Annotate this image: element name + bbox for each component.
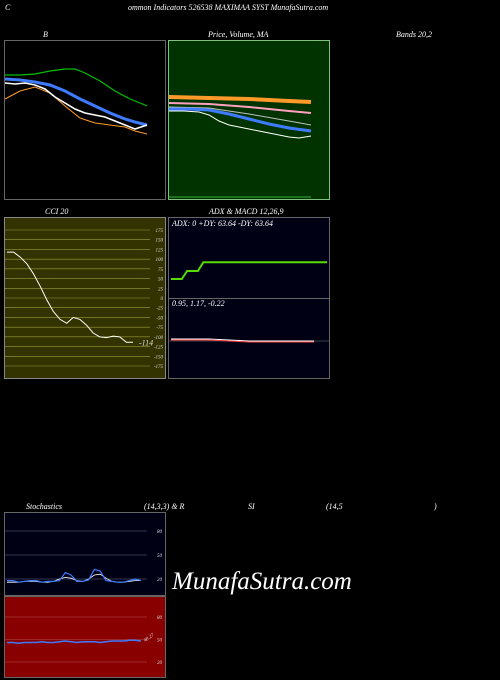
adx-panel: ADX: 0 +DY: 63.64 -DY: 63.64 — [168, 217, 330, 299]
rsi-panel: 80 50 20 48.27 — [4, 596, 166, 678]
rsi-close-paren: ) — [434, 502, 437, 511]
stoch-tick-label: 50 — [157, 554, 163, 559]
macd-panel: 0.95, 1.17, -0.22 — [168, 298, 330, 379]
cci-tick-label: -75 — [156, 326, 163, 331]
bands-plot — [5, 68, 148, 135]
rsi-tick-label: 20 — [157, 661, 163, 666]
rsi-params-label: (14,5 — [326, 502, 343, 511]
cci-value-label: -114 — [139, 338, 153, 347]
cci-tick-label: -50 — [156, 316, 163, 321]
price-ma-label: Price, Volume, MA — [208, 30, 269, 39]
cci-tick-label: -25 — [156, 307, 163, 312]
bands-panel — [4, 40, 166, 200]
macd-signal-line — [171, 339, 314, 343]
cci-tick-label: 100 — [156, 258, 164, 263]
stoch-tick-label: 20 — [157, 578, 163, 583]
stoch-plot: 80 50 20 — [5, 530, 163, 583]
cci-tick-label: -125 — [154, 346, 164, 351]
macd-readout: 0.95, 1.17, -0.22 — [172, 299, 225, 308]
cci-tick-label: 150 — [156, 239, 164, 244]
chart-title: ommon Indicators 526538 MAXIMAA SYST Mun… — [128, 3, 329, 12]
cci-tick-label: 0 — [161, 297, 164, 302]
header-c: C — [5, 3, 11, 12]
bands-lower-line — [5, 86, 148, 135]
adx-line — [171, 261, 327, 280]
watermark: MunafaSutra.com — [172, 568, 352, 595]
bands-label-b: B — [43, 30, 48, 39]
macd-plot — [169, 338, 329, 343]
cci-tick-label: 50 — [158, 278, 164, 283]
stoch-panel: 80 50 20 — [4, 512, 166, 596]
rsi-si-label: SI — [248, 502, 255, 511]
price-white-line — [169, 110, 312, 139]
price-ma-panel — [168, 40, 330, 200]
price-ma-plot — [169, 95, 312, 198]
rsi-tick-label: 80 — [157, 616, 163, 621]
cci-tick-label: -150 — [154, 355, 164, 360]
adx-readout: ADX: 0 +DY: 63.64 -DY: 63.64 — [172, 219, 274, 228]
price-line — [5, 82, 148, 130]
cci-panel: 175 150 125 100 75 50 25 0 -25 -50 -75 -100 -125 -150… — [4, 217, 166, 379]
bands-upper-line — [5, 68, 148, 107]
bands-label: Bands 20,2 — [396, 30, 432, 39]
rsi-plot: 80 50 20 48.27 — [5, 616, 163, 666]
stoch-k-line — [7, 568, 142, 583]
cci-tick-label: 75 — [158, 268, 164, 273]
ma-gray-line — [169, 106, 312, 126]
bands-middle-line — [5, 77, 148, 127]
stoch-params-label: (14,3,3) & R — [144, 502, 185, 511]
cci-tick-label: -175 — [154, 365, 164, 370]
ma-orange-line — [169, 95, 312, 104]
stoch-tick-label: 80 — [157, 530, 163, 535]
adx-macd-label: ADX & MACD 12,26,9 — [209, 207, 284, 216]
adx-plot — [171, 261, 327, 280]
cci-plot: 175 150 125 100 75 50 25 0 -25 -50 -75 -100 -125 -150… — [5, 229, 164, 370]
stoch-label: Stochastics — [26, 502, 62, 511]
rsi-line — [7, 639, 142, 645]
rsi-value-label: 48.27 — [143, 633, 155, 644]
cci-tick-label: 125 — [156, 248, 164, 253]
rsi-tick-label: 50 — [157, 639, 163, 644]
cci-label: CCI 20 — [45, 207, 69, 216]
cci-line — [7, 251, 133, 343]
cci-tick-label: 25 — [158, 287, 164, 292]
cci-tick-label: 175 — [156, 229, 164, 234]
ma-pink-line — [169, 102, 312, 114]
cci-tick-label: -100 — [154, 336, 164, 341]
macd-line — [171, 338, 314, 342]
ma-blue-line — [169, 107, 312, 133]
